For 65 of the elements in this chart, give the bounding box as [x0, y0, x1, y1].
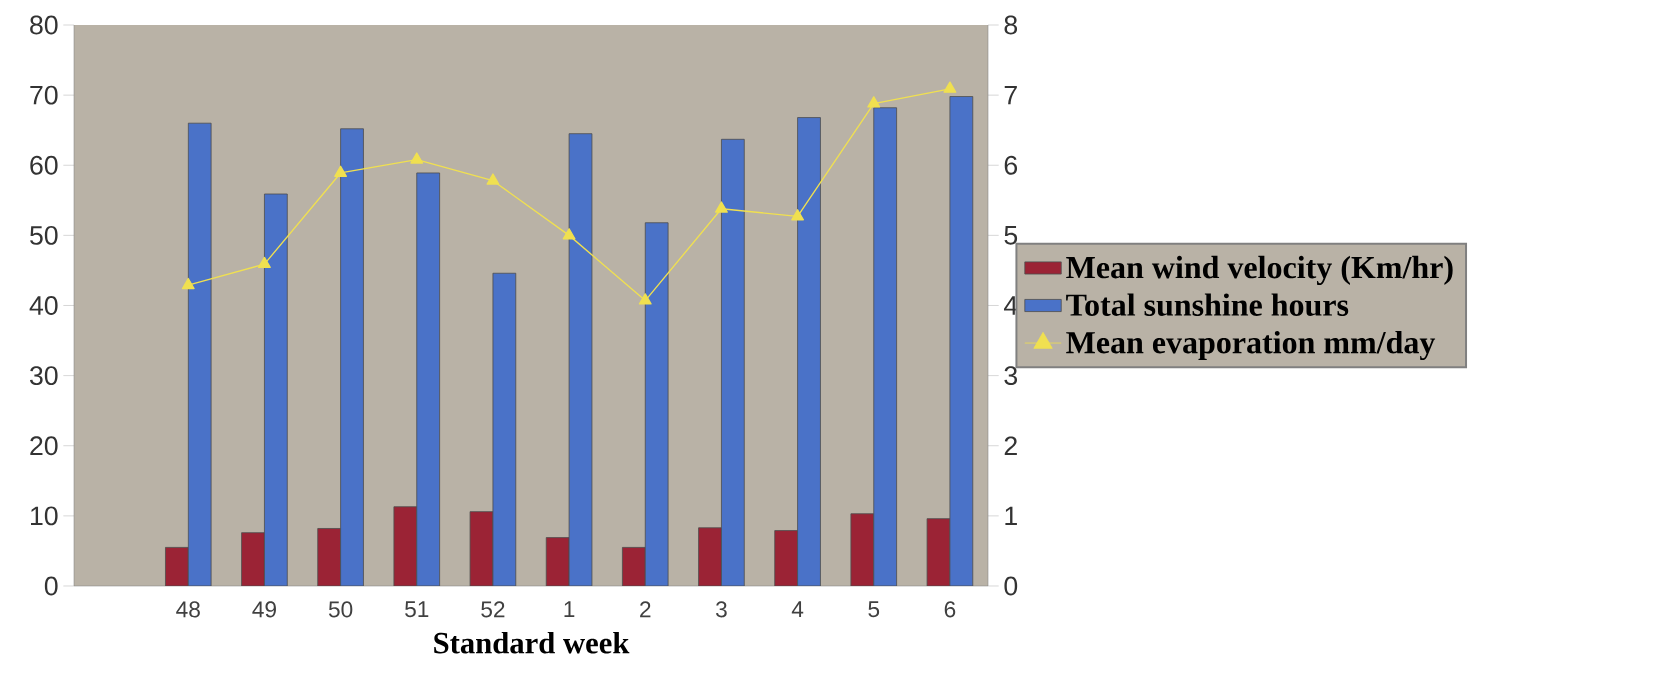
bar: [393, 506, 418, 586]
x-tick-label: 48: [176, 601, 200, 618]
point: [257, 256, 271, 269]
x-tick-label: 1: [564, 601, 575, 617]
bar: [317, 528, 341, 586]
y-tick-label: 40: [29, 296, 58, 315]
y-tick-label: 30: [30, 366, 58, 386]
x-tick-label: 50: [328, 601, 353, 618]
bar: [644, 222, 669, 586]
x-tick-label: 3: [715, 601, 727, 618]
bar: [492, 272, 517, 586]
x-tick-label: 51: [405, 601, 429, 618]
y-tick-label: 0: [44, 576, 58, 596]
point: [562, 228, 576, 240]
y-tick-label: 20: [30, 436, 58, 456]
x-tick-label: 52: [481, 601, 505, 618]
bar: [873, 107, 898, 586]
y2-tick-label: 1: [1005, 506, 1017, 526]
x-tick-label: 4: [791, 601, 804, 617]
bar: [926, 518, 951, 586]
y-tick-label: 70: [30, 85, 58, 105]
x-axis-title: Standard week: [434, 631, 630, 654]
bar: [797, 117, 821, 586]
x-tick-label: 6: [944, 601, 956, 618]
bar: [469, 511, 494, 586]
point: [714, 201, 728, 213]
point: [638, 293, 652, 305]
x-tick-label: 2: [640, 601, 651, 618]
bar: [241, 532, 265, 586]
bar: [622, 547, 646, 586]
bar: [416, 172, 441, 586]
y2-tick-label: 2: [1004, 436, 1017, 456]
point: [791, 209, 805, 221]
x-tick-label: 49: [252, 601, 276, 618]
bar: [850, 513, 875, 586]
bar: [187, 122, 212, 586]
bar: [698, 527, 722, 586]
legend-label: Total sunshine hours: [1066, 293, 1349, 316]
legend-label: Mean wind velocity (Km/hr): [1066, 255, 1453, 285]
y2-tick-label: 5: [1004, 226, 1018, 245]
y-tick-label: 60: [30, 155, 58, 175]
bar: [568, 133, 593, 586]
y2-tick-label: 7: [1004, 85, 1017, 105]
point: [334, 165, 348, 177]
y2-tick-label: 0: [1004, 576, 1018, 596]
bar: [165, 547, 189, 586]
y2-tick-label: 3: [1004, 366, 1018, 386]
y2-tick-label: 8: [1004, 15, 1018, 35]
point: [486, 173, 500, 185]
point: [867, 96, 881, 108]
y-tick-label: 80: [30, 15, 58, 35]
bar: [264, 193, 288, 586]
bar: [774, 530, 798, 586]
point: [410, 152, 424, 164]
point: [181, 277, 195, 290]
bar: [340, 128, 364, 586]
bar: [721, 138, 745, 586]
x-tick-label: 5: [868, 601, 880, 618]
point: [943, 81, 957, 93]
y2-tick-label: 4: [1003, 296, 1018, 315]
bar: [949, 96, 974, 586]
y-tick-label: 50: [30, 225, 58, 245]
y-tick-label: 10: [31, 506, 58, 526]
legend-label: Mean evaporation mm/day: [1066, 330, 1436, 361]
y2-tick-label: 6: [1004, 155, 1018, 175]
